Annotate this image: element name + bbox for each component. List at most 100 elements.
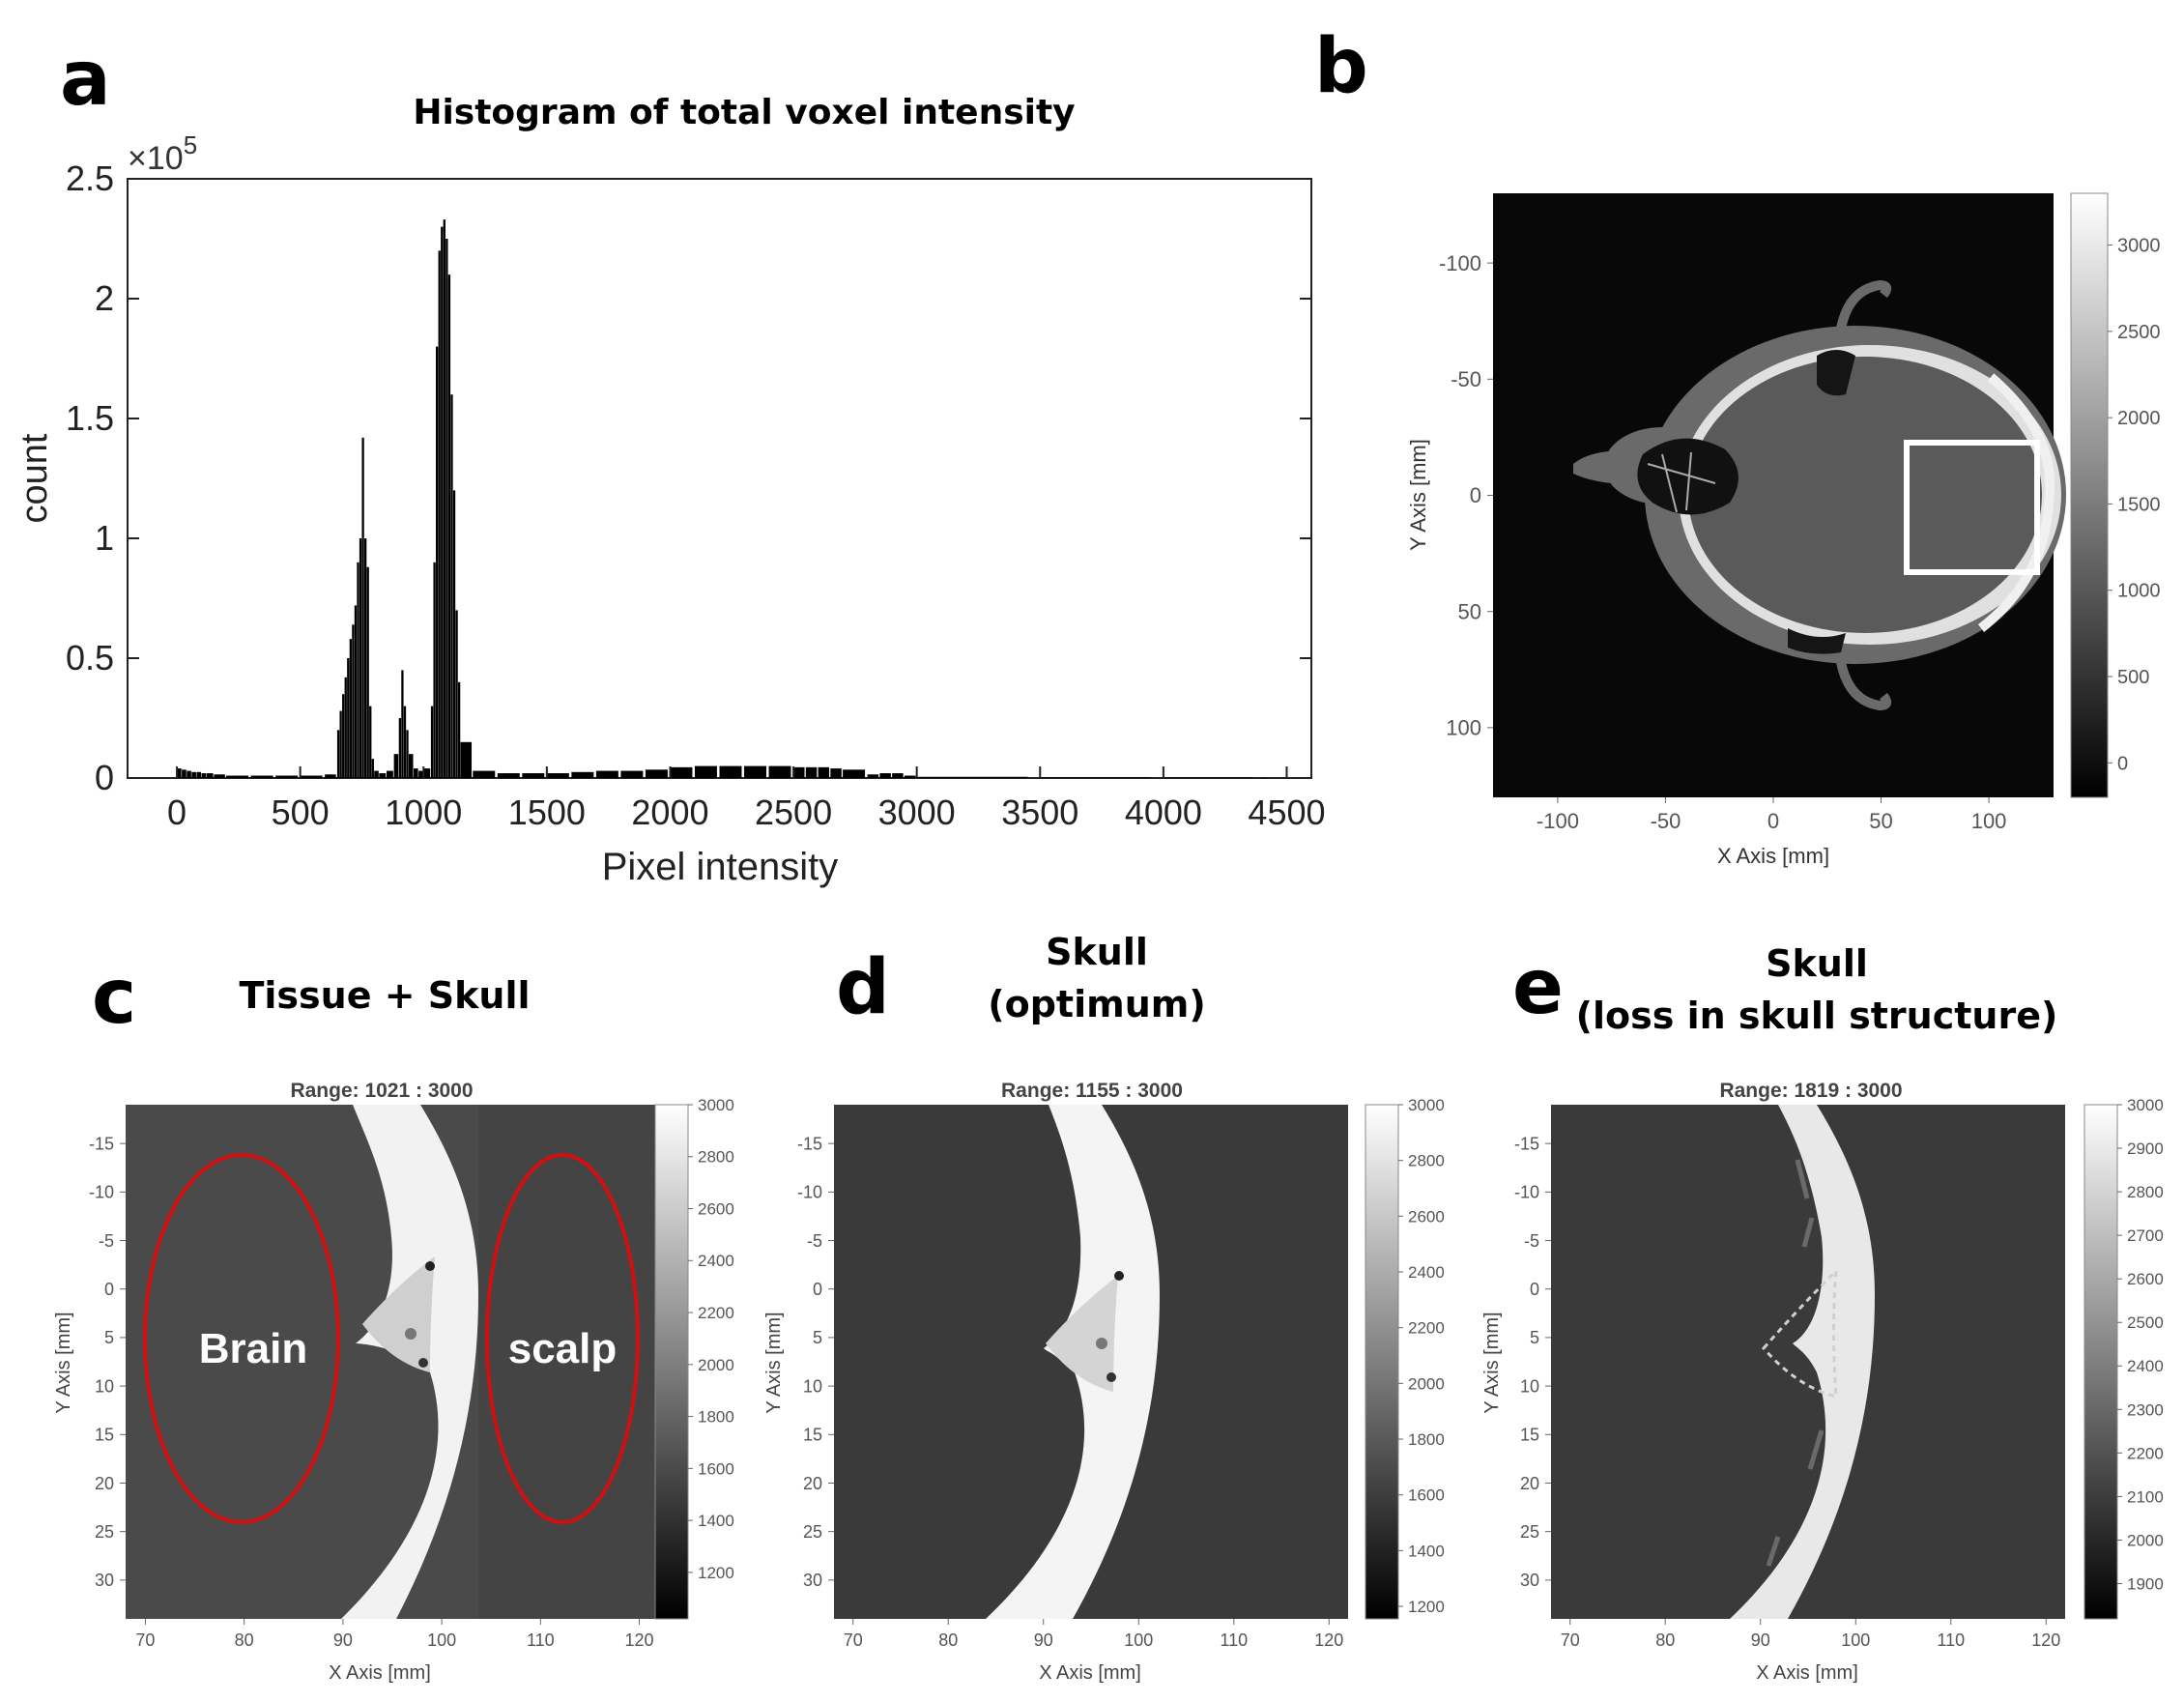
panel-b: b -100 -50 0 50 100-100-50050100050010001500… [1314, 23, 2161, 868]
histogram-bar [379, 773, 387, 778]
axes-d: 70 80 90 100 110 120 -15 -10 -5 0 5 10 15 20 25 30 1200 1… [797, 1096, 1445, 1650]
histogram-title: Histogram of total voxel intensity [413, 93, 1075, 132]
colorbar-tick-label: 1600 [698, 1459, 734, 1478]
y-tick-label: 2 [95, 278, 114, 318]
colorbar-tick-label: 1400 [1408, 1542, 1445, 1560]
histogram-bar [374, 770, 379, 778]
histogram-bar [196, 771, 202, 778]
colorbar-tick-label: 2200 [2127, 1444, 2164, 1462]
histogram-bar [670, 766, 693, 778]
histogram-bar [1261, 777, 1267, 779]
histogram-bar [214, 774, 225, 778]
x-tick-label: 110 [1937, 1630, 1965, 1650]
x-tick-label: 110 [527, 1630, 555, 1650]
colorbar-tick-label: 2000 [698, 1356, 734, 1374]
colorbar-c [654, 1104, 689, 1620]
x-tick-label: 110 [1220, 1630, 1248, 1650]
brain-annotation-ellipse [143, 1153, 340, 1524]
histogram-bar [371, 759, 374, 778]
histogram-bar [447, 274, 451, 778]
x-tick-label: 80 [1655, 1630, 1675, 1650]
histogram-bar [226, 775, 249, 778]
y-tick-label: -10 [1514, 1183, 1539, 1202]
y-tick-label: 25 [1520, 1522, 1539, 1542]
colorbar-b [2070, 192, 2109, 798]
histogram-bar [406, 730, 409, 778]
x-tick-label: 80 [938, 1630, 958, 1650]
colorbar-tick-label: 1500 [2117, 494, 2161, 515]
histogram-bar [398, 718, 402, 778]
histogram-bar [694, 765, 717, 778]
histogram-bar [830, 768, 842, 778]
histogram-bar [744, 765, 766, 778]
colorbar-tick-label: 2900 [2127, 1139, 2164, 1158]
brain-label: Brain [199, 1325, 307, 1372]
histogram-bar [450, 394, 453, 778]
x-tick-label: 1500 [508, 793, 586, 832]
x-tick-label: 4000 [1125, 793, 1202, 832]
histogram-bar [768, 765, 791, 778]
x-tick-label: 120 [625, 1630, 654, 1650]
colorbar-tick-label: 2300 [2127, 1400, 2164, 1419]
colorbar-tick-label: 0 [2117, 753, 2128, 774]
y-tick-label: 30 [1520, 1571, 1539, 1590]
histogram-bar [818, 766, 830, 778]
x-tick-label: 4500 [1248, 793, 1325, 832]
c-range-label: Range: 1021 : 3000 [290, 1080, 473, 1102]
histogram-bar [867, 774, 879, 778]
y-tick-label: -100 [1439, 251, 1481, 275]
y-tick-label: 10 [95, 1376, 114, 1396]
colorbar-d [1365, 1104, 1399, 1620]
colorbar-tick-label: 2200 [1408, 1319, 1445, 1338]
colorbar-tick-label: 2200 [698, 1304, 734, 1322]
e-title-line1: Skull [1766, 942, 1868, 985]
histogram-bar [436, 346, 439, 778]
histogram-bar [342, 694, 345, 778]
histogram-bar [300, 775, 323, 778]
histogram-bars [177, 219, 1267, 779]
y-tick-label: 5 [104, 1328, 114, 1347]
colorbar-tick-label: 3000 [2127, 1096, 2164, 1114]
panel-d: d Skull (optimum) Range: 1155 : 3000 70 8… [763, 931, 1445, 1684]
colorbar-tick-label: 1200 [1408, 1598, 1445, 1616]
colorbar-tick-label: 1900 [2127, 1574, 2164, 1593]
histogram-bar [438, 250, 441, 778]
colorbar-tick-label: 1000 [2117, 581, 2161, 602]
colorbar-tick-label: 3000 [698, 1096, 734, 1114]
histogram-bar [433, 562, 436, 778]
histogram-bar [201, 773, 207, 778]
histogram-bar [361, 437, 364, 778]
colorbar-tick-label: 2700 [2127, 1226, 2164, 1245]
y-tick-label: -10 [797, 1183, 822, 1202]
histogram-bar [441, 226, 444, 779]
scalp-annotation-ellipse [485, 1153, 640, 1524]
x-tick-label: 90 [1034, 1630, 1053, 1650]
histogram-bar [403, 706, 407, 778]
histogram-bar [191, 771, 196, 778]
panel-a: a Histogram of total voxel intensity ×10… [14, 36, 1326, 888]
e-range-label: Range: 1819 : 3000 [1719, 1080, 1902, 1102]
histogram-bar [275, 775, 299, 778]
histogram-bar [349, 639, 352, 778]
y-tick-label: 10 [1520, 1376, 1539, 1396]
d-title-line2: (optimum) [988, 983, 1205, 1025]
axes-c: 70 80 90 100 110 120 -15 -10 -5 0 5 10 15 20 25 30 1200 1… [89, 1096, 734, 1650]
colorbar-tick-label: 2400 [698, 1252, 734, 1270]
y-tick-label: 5 [1530, 1328, 1539, 1347]
x-tick-label: 90 [333, 1630, 353, 1650]
histogram-bar [357, 562, 359, 778]
histogram-bar [455, 610, 458, 778]
y-tick-label: 1 [95, 518, 114, 558]
colorbar-tick-label: 1600 [1408, 1486, 1445, 1505]
histogram-bar [393, 754, 399, 778]
x-tick-label: 2000 [631, 793, 708, 832]
d-y-label: Y Axis [mm] [763, 1312, 785, 1413]
b-y-label: Y Axis [mm] [1406, 439, 1430, 551]
histogram-bar [473, 770, 496, 778]
histogram-bar [347, 658, 350, 778]
histogram-bar [546, 773, 569, 778]
histogram-bar [620, 770, 644, 778]
x-tick-label: 0 [167, 793, 187, 832]
histogram-bar [522, 773, 545, 778]
colorbar-tick-label: 2500 [2127, 1313, 2164, 1332]
